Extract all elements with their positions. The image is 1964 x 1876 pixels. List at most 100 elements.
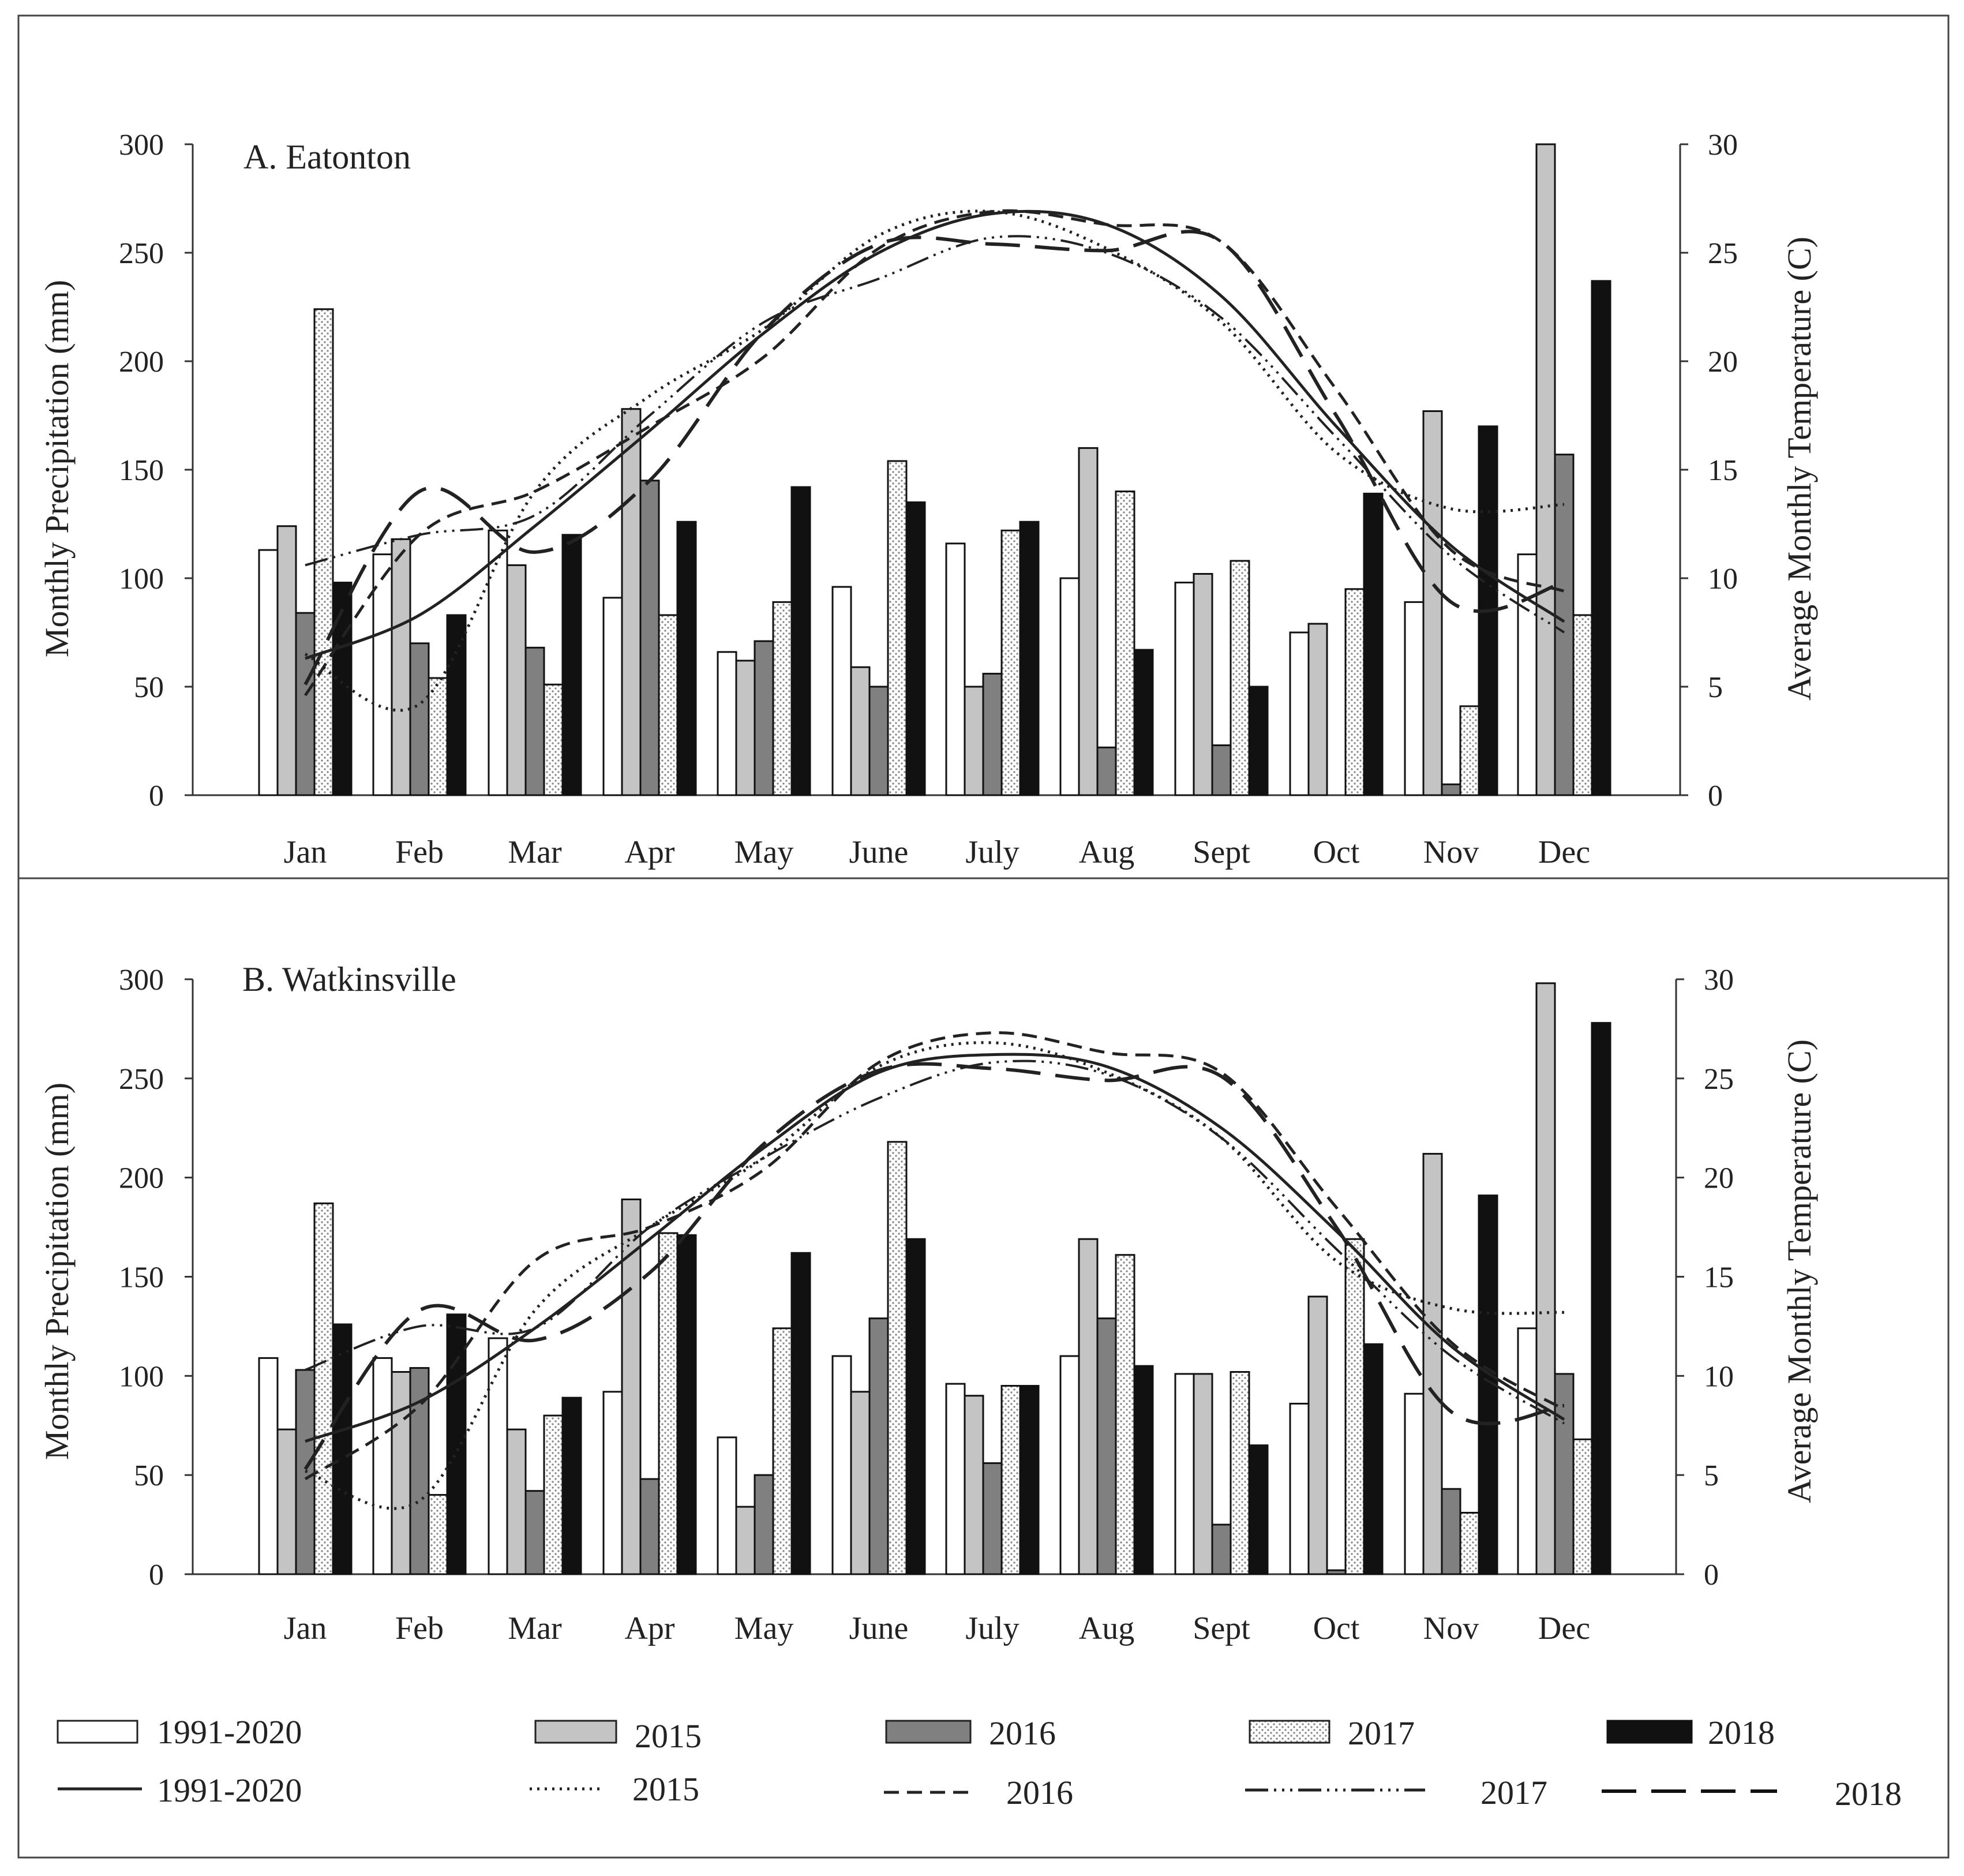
bar-2015-Aug xyxy=(1078,447,1099,796)
bar-2015-Mar xyxy=(506,1428,527,1575)
bar-2018-Jan xyxy=(332,582,353,796)
bar-2016-Apr xyxy=(639,1478,660,1575)
y-tick-label-left: 250 xyxy=(119,237,164,270)
y-tick-label-right: 30 xyxy=(1708,129,1738,162)
bar-2015-Jan xyxy=(276,525,297,796)
bar-2017-May xyxy=(772,1327,793,1575)
y-tick-label-left: 0 xyxy=(149,780,164,812)
bar-1991-2020-Dec xyxy=(1517,553,1538,796)
y-tick-label-left: 50 xyxy=(134,1459,164,1492)
temperature-line-2018 xyxy=(303,230,1565,686)
bar-1991-2020-Oct xyxy=(1289,1402,1310,1575)
y-tick-label-left: 0 xyxy=(149,1559,164,1592)
x-tick-label: Apr xyxy=(624,1611,674,1646)
x-tick-label: Apr xyxy=(624,834,674,870)
x-tick-label: Feb xyxy=(395,834,444,870)
x-tick-label: Aug xyxy=(1079,834,1134,870)
bar-1991-2020-Apr xyxy=(602,597,623,796)
bar-1991-2020-Feb xyxy=(372,553,393,796)
bar-2017-Dec xyxy=(1572,1438,1593,1575)
y-tick-label-right: 5 xyxy=(1704,1459,1719,1492)
bar-1991-2020-Aug xyxy=(1059,1355,1080,1575)
legend-label: 1991-2020 xyxy=(157,1772,302,1809)
bar-2018-Apr xyxy=(676,1234,697,1575)
y-axis-label-temperature: Average Monthly Temperature (C) xyxy=(1781,1039,1818,1503)
y-tick-label-right: 25 xyxy=(1704,1063,1734,1096)
bar-2017-Oct xyxy=(1344,588,1365,796)
bar-2017-Feb xyxy=(428,677,448,796)
y-tick-label-left: 150 xyxy=(119,454,164,487)
bar-2018-Mar xyxy=(561,1396,582,1575)
bar-2017-Mar xyxy=(543,683,564,796)
bar-2017-Sept xyxy=(1230,1371,1250,1575)
legend-bar-2016: 2016 xyxy=(885,1714,1056,1752)
bar-2015-June xyxy=(850,666,871,796)
y-tick-label-left: 100 xyxy=(119,1360,164,1393)
bar-1991-2020-Oct xyxy=(1289,631,1310,796)
bar-1991-2020-June xyxy=(831,1355,852,1575)
legend-label: 2018 xyxy=(1708,1714,1775,1751)
legend-label: 2016 xyxy=(989,1714,1056,1752)
x-tick-label: Dec xyxy=(1538,834,1590,870)
bar-2017-Aug xyxy=(1115,490,1135,796)
bar-2016-Dec xyxy=(1554,1373,1575,1575)
bar-2015-May xyxy=(735,660,756,796)
legend-bar-1991-2020: 1991-2020 xyxy=(57,1713,302,1751)
legend-label: 2015 xyxy=(635,1717,702,1755)
bar-2018-Sept xyxy=(1248,686,1269,796)
x-tick-label: Oct xyxy=(1313,1611,1360,1646)
x-tick-label: July xyxy=(965,1611,1019,1646)
legend-swatch xyxy=(57,1720,138,1744)
bar-2015-June xyxy=(850,1391,871,1575)
bar-2015-Jan xyxy=(276,1428,297,1575)
bar-2016-May xyxy=(754,640,774,796)
bar-2017-Jan xyxy=(313,308,334,796)
y-axis-label-precipitation: Monthly Precipitation (mm) xyxy=(38,1083,76,1460)
legend-label: 2018 xyxy=(1835,1775,1902,1813)
y-tick-label-left: 300 xyxy=(119,129,164,162)
x-tick-label: Jan xyxy=(284,834,327,870)
panel-title: A. Eatonton xyxy=(243,138,411,176)
x-tick-label: Mar xyxy=(508,1611,562,1646)
bar-2016-July xyxy=(982,1462,1003,1575)
x-tick-label: Feb xyxy=(395,1611,444,1646)
bar-2017-Dec xyxy=(1572,614,1593,796)
bar-2016-May xyxy=(754,1474,774,1575)
bar-2017-Oct xyxy=(1344,1238,1365,1575)
y-tick-label-right: 25 xyxy=(1708,237,1738,270)
bar-2015-Oct xyxy=(1307,1295,1328,1575)
y-tick-label-right: 30 xyxy=(1704,964,1734,997)
y-tick-label-left: 100 xyxy=(119,563,164,596)
bar-2016-Sept xyxy=(1211,1523,1232,1575)
panel-watkinsville: 0 50 100 150 200 250 300 0 5 10 15 20 25 30 Jan Feb Mar A… xyxy=(38,960,1818,1646)
bar-2016-Nov xyxy=(1441,783,1461,796)
bar-1991-2020-Sept xyxy=(1174,1373,1195,1575)
bar-2018-Aug xyxy=(1133,1365,1154,1575)
bar-1991-2020-Mar xyxy=(488,1337,508,1575)
y-tick-label-right: 20 xyxy=(1704,1162,1734,1195)
figure-frame xyxy=(17,14,1950,1859)
bar-2016-Mar xyxy=(524,1490,545,1575)
legend-swatch xyxy=(1606,1720,1693,1744)
bar-1991-2020-Apr xyxy=(602,1391,623,1575)
bar-1991-2020-May xyxy=(717,1436,737,1575)
bar-2015-July xyxy=(964,686,984,796)
panel-title: B. Watkinsville xyxy=(242,960,456,998)
bar-2018-June xyxy=(905,501,926,796)
bar-2018-Dec xyxy=(1591,1022,1611,1575)
x-tick-label: Nov xyxy=(1423,834,1479,870)
x-tick-label: May xyxy=(734,834,794,870)
bar-2018-June xyxy=(905,1238,926,1575)
bar-1991-2020-July xyxy=(945,542,966,796)
legend-label: 2016 xyxy=(1006,1774,1073,1811)
bar-2017-Apr xyxy=(658,614,679,796)
bar-1991-2020-Feb xyxy=(372,1357,393,1575)
bar-2015-Oct xyxy=(1307,623,1328,796)
y-tick-label-right: 15 xyxy=(1704,1261,1734,1294)
x-tick-label: July xyxy=(965,834,1019,870)
y-tick-label-right: 20 xyxy=(1708,346,1738,379)
x-tick-label: Oct xyxy=(1313,834,1360,870)
bar-2015-Feb xyxy=(391,1371,411,1575)
bar-2017-June xyxy=(887,460,908,796)
